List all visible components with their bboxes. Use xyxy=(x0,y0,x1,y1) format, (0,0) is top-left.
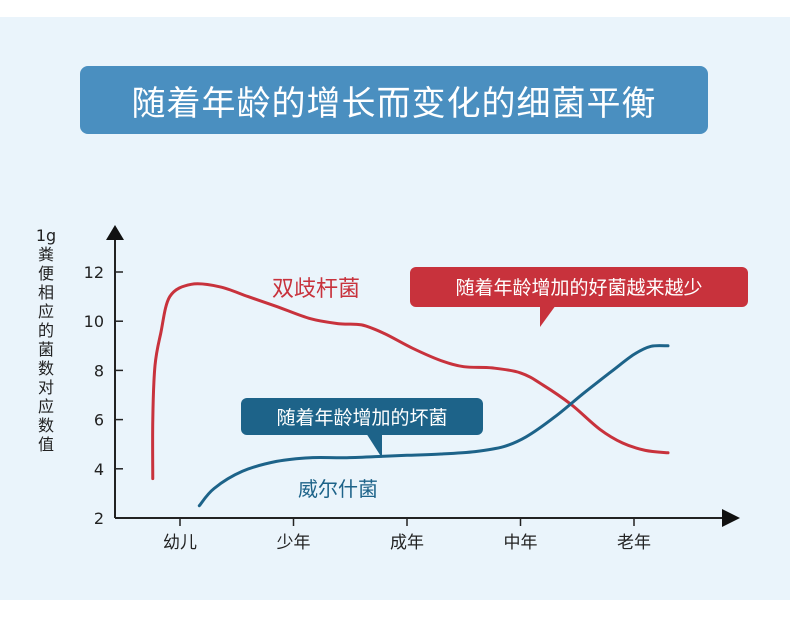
good-bacteria-callout: 随着年龄增加的好菌越来越少 xyxy=(410,267,748,327)
y-axis-label-text: 粪便相应的菌数对应数值 xyxy=(37,245,54,454)
x-ticks: 幼儿 少年 成年 中年 老年 xyxy=(163,518,651,553)
x-tick-label: 幼儿 xyxy=(163,533,197,553)
y-tick-label: 10 xyxy=(84,312,104,331)
y-axis-label-unit: 1g xyxy=(35,226,57,245)
y-tick-label: 8 xyxy=(94,361,104,380)
x-tick-label: 成年 xyxy=(390,533,424,553)
y-tick-label: 6 xyxy=(94,411,104,430)
y-tick-label: 4 xyxy=(94,460,104,479)
bad-bacteria-callout: 随着年龄增加的坏菌 xyxy=(241,398,483,458)
y-tick-label: 2 xyxy=(94,509,104,528)
bad-bacteria-callout-text: 随着年龄增加的坏菌 xyxy=(276,407,447,429)
good-bacteria-callout-text: 随着年龄增加的好菌越来越少 xyxy=(455,277,702,299)
y-tick-label: 12 xyxy=(84,263,104,282)
bad-bacteria-label: 威尔什菌 xyxy=(298,478,378,501)
page-title-banner: 随着年龄的增长而变化的细菌平衡 xyxy=(80,66,708,134)
page-title: 随着年龄的增长而变化的细菌平衡 xyxy=(131,83,657,124)
y-axis-arrow-icon xyxy=(106,225,124,240)
data-series xyxy=(151,282,670,508)
good-bacteria-line xyxy=(151,282,670,481)
x-tick-label: 少年 xyxy=(277,533,311,553)
x-axis-arrow-icon xyxy=(722,509,740,527)
y-ticks: 2 4 6 8 10 12 xyxy=(84,263,123,528)
y-axis-label: 1g 粪便相应的菌数对应数值 xyxy=(35,226,57,454)
x-tick-label: 中年 xyxy=(504,533,538,553)
good-bacteria-label: 双歧杆菌 xyxy=(272,276,360,301)
bad-bacteria-line xyxy=(197,344,670,508)
x-tick-label: 老年 xyxy=(617,533,651,553)
